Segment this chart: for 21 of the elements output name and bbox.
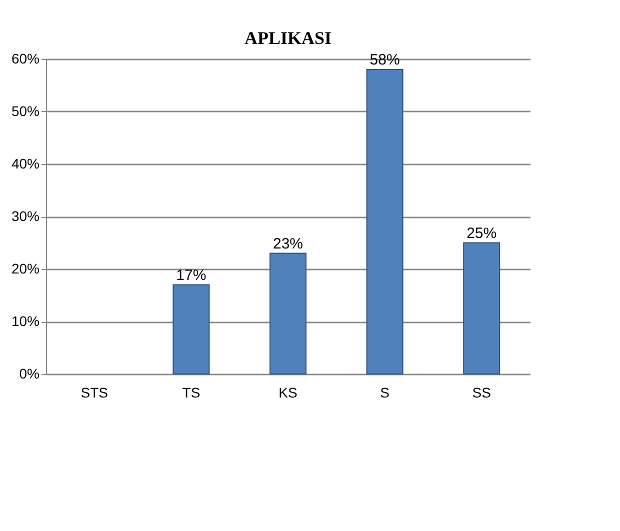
bar xyxy=(172,284,210,374)
y-tick-label: 20% xyxy=(11,260,40,276)
x-tick-label: S xyxy=(380,384,390,400)
data-label: 25% xyxy=(466,224,497,242)
data-label: 17% xyxy=(176,266,206,284)
data-label: 23% xyxy=(272,235,304,252)
y-tick-label: 30% xyxy=(11,208,40,224)
bar xyxy=(270,252,306,374)
y-tick-label: 40% xyxy=(11,156,40,172)
bar xyxy=(366,69,404,374)
chart-title: APLIKASI xyxy=(244,28,332,48)
x-tick-label: STS xyxy=(80,384,108,400)
y-tick-label: 10% xyxy=(11,313,40,329)
y-tick-label: 50% xyxy=(11,103,40,119)
x-tick-label: TS xyxy=(182,384,200,400)
x-tick-label: KS xyxy=(278,384,298,400)
bar xyxy=(463,242,500,374)
x-tick-label: SS xyxy=(472,384,491,400)
data-label: 58% xyxy=(370,52,400,68)
y-tick-label: 0% xyxy=(19,366,40,382)
y-tick-label: 60% xyxy=(11,50,40,66)
